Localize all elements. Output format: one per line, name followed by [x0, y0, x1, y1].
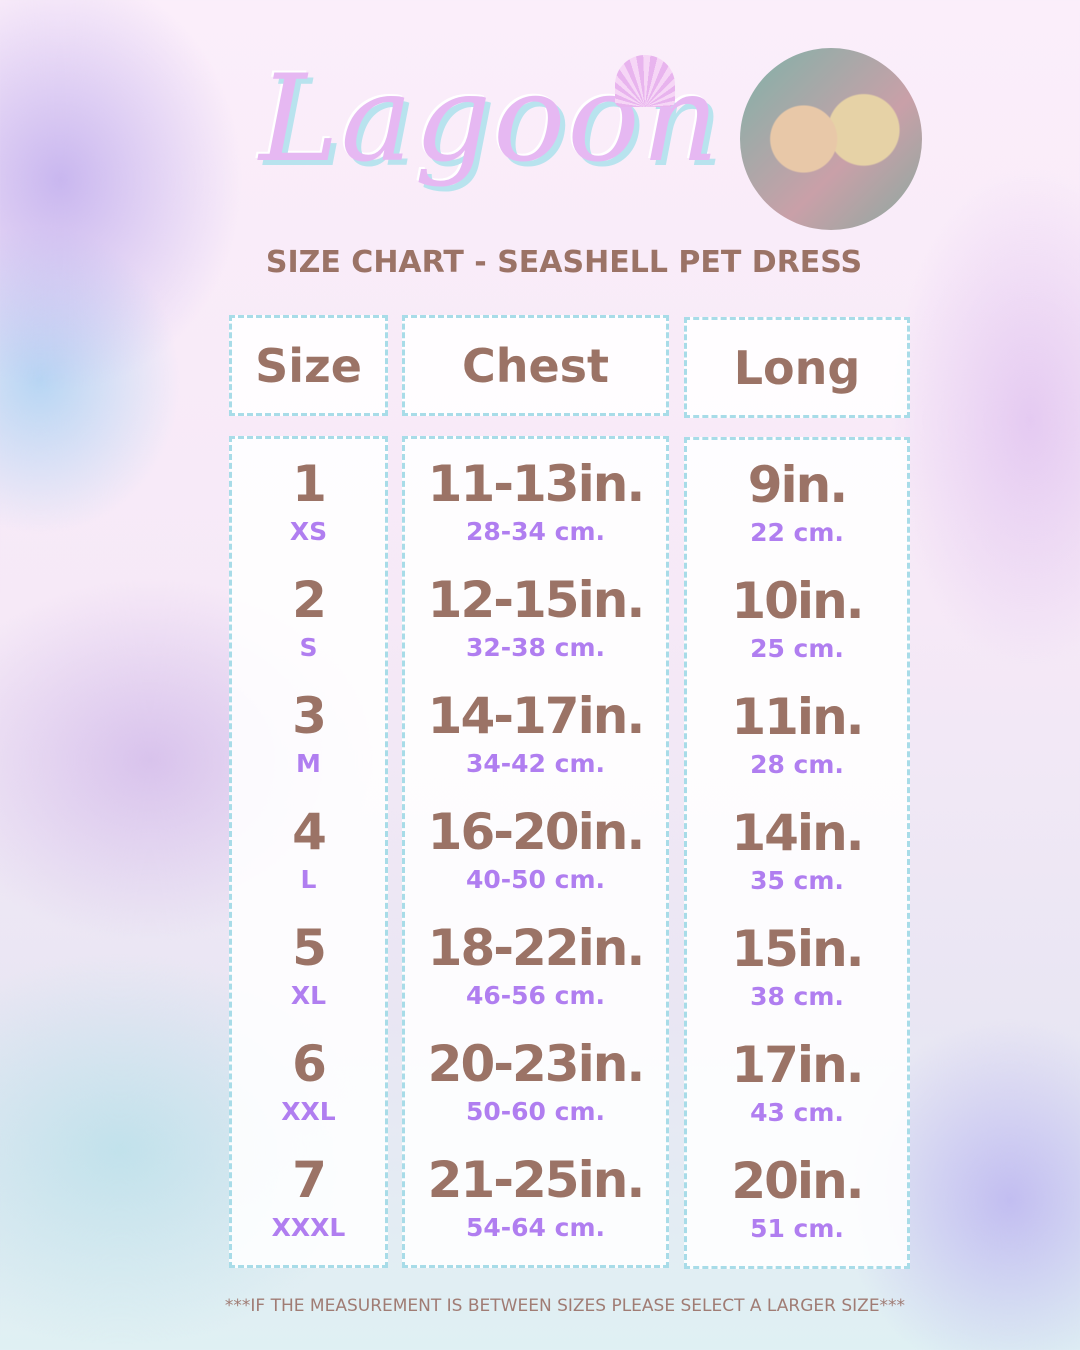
header-chest: Chest [402, 315, 669, 416]
size-cell: 6 XXL [232, 1033, 385, 1149]
chest-primary-value: 12-15in. [427, 571, 646, 629]
chest-secondary-value: 28-34 cm. [465, 517, 606, 546]
long-cell: 15in. 38 cm. [687, 918, 907, 1034]
chest-cell: 12-15in. 32-38 cm. [405, 569, 666, 685]
long-secondary-value: 35 cm. [750, 866, 844, 895]
long-cell: 20in. 51 cm. [687, 1150, 907, 1266]
header-long: Long [684, 317, 910, 418]
chest-primary-value: 14-17in. [427, 687, 646, 745]
long-cell: 9in. 22 cm. [687, 454, 907, 570]
size-cell: 7 XXXL [232, 1149, 385, 1265]
chest-cell: 11-13in. 28-34 cm. [405, 453, 666, 569]
long-cell: 10in. 25 cm. [687, 570, 907, 686]
long-secondary-value: 43 cm. [750, 1098, 844, 1127]
sizing-note: ***IF THE MEASUREMENT IS BETWEEN SIZES P… [224, 1296, 906, 1316]
long-cell: 14in. 35 cm. [687, 802, 907, 918]
long-secondary-value: 25 cm. [750, 634, 844, 663]
size-secondary-value: S [299, 633, 318, 662]
chest-primary-value: 21-25in. [427, 1151, 646, 1209]
seashell-icon [615, 55, 675, 107]
size-primary-value: 3 [292, 687, 327, 745]
size-secondary-value: M [296, 749, 321, 778]
long-primary-value: 9in. [747, 456, 849, 514]
product-photo [740, 48, 922, 230]
long-secondary-value: 38 cm. [750, 982, 844, 1011]
long-primary-value: 20in. [731, 1152, 864, 1210]
chest-secondary-value: 50-60 cm. [465, 1097, 606, 1126]
chest-column: 11-13in. 28-34 cm. 12-15in. 32-38 cm. 14-17i… [402, 436, 669, 1268]
page-title: SIZE CHART - SEASHELL PET DRESS [265, 245, 863, 280]
chest-cell: 16-20in. 40-50 cm. [405, 801, 666, 917]
long-primary-value: 14in. [731, 804, 864, 862]
long-primary-value: 17in. [731, 1036, 864, 1094]
size-column: 1 XS 2 S 3 M 4 L 5 XL 6 XXL 7 XXXL [229, 436, 388, 1268]
size-primary-value: 1 [292, 455, 327, 513]
chest-secondary-value: 46-56 cm. [465, 981, 606, 1010]
size-cell: 5 XL [232, 917, 385, 1033]
chest-cell: 18-22in. 46-56 cm. [405, 917, 666, 1033]
size-cell: 1 XS [232, 453, 385, 569]
chest-secondary-value: 32-38 cm. [465, 633, 606, 662]
size-secondary-value: XL [290, 981, 327, 1010]
long-secondary-value: 28 cm. [750, 750, 844, 779]
chest-primary-value: 11-13in. [427, 455, 646, 513]
size-secondary-value: XXL [281, 1097, 336, 1126]
header-size: Size [229, 315, 388, 416]
size-secondary-value: XXXL [271, 1213, 346, 1242]
chest-secondary-value: 54-64 cm. [465, 1213, 606, 1242]
chest-cell: 14-17in. 34-42 cm. [405, 685, 666, 801]
chest-secondary-value: 40-50 cm. [465, 865, 606, 894]
long-primary-value: 11in. [731, 688, 864, 746]
chest-primary-value: 16-20in. [427, 803, 646, 861]
long-secondary-value: 22 cm. [750, 518, 844, 547]
size-secondary-value: XS [289, 517, 328, 546]
long-column: 9in. 22 cm. 10in. 25 cm. 11in. 28 cm. 14in. 35 … [684, 437, 910, 1269]
long-secondary-value: 51 cm. [750, 1214, 844, 1243]
size-primary-value: 2 [292, 571, 327, 629]
chest-cell: 21-25in. 54-64 cm. [405, 1149, 666, 1265]
chest-primary-value: 20-23in. [427, 1035, 646, 1093]
long-cell: 17in. 43 cm. [687, 1034, 907, 1150]
size-secondary-value: L [300, 865, 317, 894]
size-primary-value: 7 [292, 1151, 327, 1209]
size-primary-value: 5 [292, 919, 327, 977]
chest-cell: 20-23in. 50-60 cm. [405, 1033, 666, 1149]
chest-primary-value: 18-22in. [427, 919, 646, 977]
long-primary-value: 15in. [731, 920, 864, 978]
size-primary-value: 6 [292, 1035, 327, 1093]
long-primary-value: 10in. [731, 572, 864, 630]
chest-secondary-value: 34-42 cm. [465, 749, 606, 778]
long-cell: 11in. 28 cm. [687, 686, 907, 802]
size-primary-value: 4 [292, 803, 327, 861]
